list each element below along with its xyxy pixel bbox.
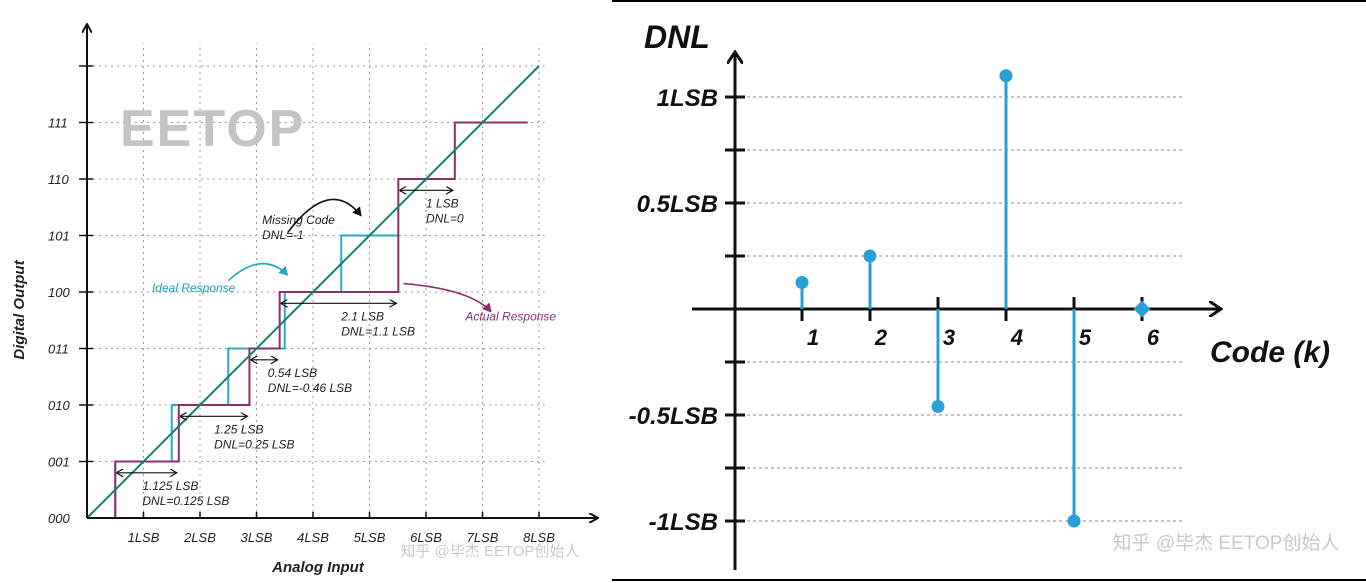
missing-code-arrow	[286, 198, 362, 234]
annotation-line: 1.125 LSB	[142, 479, 198, 493]
panel-divider	[612, 0, 1366, 2]
y-tick-label: 111	[48, 116, 68, 131]
watermark-right: 知乎 @毕杰 EETOP创始人	[1113, 532, 1340, 554]
y-axis-label: DNL	[644, 19, 710, 55]
annotations: 1.125 LSB DNL=0.125 LSB 1.25 LSB DNL=0.25 L…	[117, 190, 556, 508]
x-tick-label: 1LSB	[128, 530, 160, 545]
annotation-label: 1.25 LSB DNL=0.25 LSB	[214, 422, 294, 451]
stem-marker	[795, 276, 809, 289]
watermark-left: 知乎 @毕杰 EETOP创始人	[400, 543, 579, 560]
x-axis-label: Analog Input	[271, 559, 365, 576]
y-tick-label: -1LSB	[649, 509, 718, 536]
y-tick-label: 011	[48, 342, 69, 357]
stems	[795, 69, 1151, 528]
y-axis-label: Digital Output	[11, 259, 28, 359]
y-tick-label: 010	[48, 398, 70, 413]
stem-marker	[1067, 514, 1081, 528]
x-tick-label: 4	[1010, 325, 1023, 350]
eetop-logo: EETOP	[120, 100, 305, 158]
annotation-label: 1 LSB DNL=0	[426, 196, 464, 225]
annotation-line: 0.54 LSB	[268, 366, 317, 380]
x-tick-label: 3LSB	[241, 530, 273, 545]
tick-labels: 1LSB 0.5LSB -0.5LSB -1LSB 1 2 3 4 5 6	[629, 85, 1160, 536]
annotation-label: Actual Response	[464, 309, 556, 323]
y-tick-label: 101	[48, 229, 70, 244]
annotation-line: DNL=-1	[262, 228, 304, 242]
stem-marker	[931, 400, 945, 414]
annotation-line: DNL=0	[426, 211, 464, 225]
panel-divider-bottom	[612, 579, 1366, 581]
grid	[735, 96, 1184, 522]
stem-marker	[863, 249, 877, 263]
tick-labels: 1LSB 2LSB 3LSB 4LSB 5LSB 6LSB 7LSB 8LSB 000 001 01…	[48, 116, 555, 546]
annotation-label: 0.54 LSB DNL=-0.46 LSB	[268, 366, 352, 395]
x-tick-label: 5LSB	[354, 530, 386, 545]
annotation-label: Ideal Response	[152, 281, 236, 295]
y-tick-label: 1LSB	[657, 85, 718, 112]
annotation-line: Ideal Response	[152, 281, 236, 295]
ideal-response-arrow	[227, 262, 289, 282]
y-tick-label: 001	[48, 455, 70, 470]
annotation-line: 1.25 LSB	[214, 422, 263, 436]
axes	[79, 24, 598, 518]
y-tick-label: 0.5LSB	[637, 191, 718, 218]
stem-marker	[999, 69, 1013, 83]
x-tick-label: 1	[807, 325, 819, 350]
annotation-label: 1.125 LSB DNL=0.125 LSB	[142, 479, 229, 508]
dnl-stem-chart: 1LSB 0.5LSB -0.5LSB -1LSB 1 2 3 4 5 6 DNL Code (k…	[629, 19, 1340, 570]
series-line	[86, 65, 540, 519]
x-tick-label: 6LSB	[410, 530, 442, 545]
adc-transfer-chart: EETOP 1LSB 2LSB 3LSB 4LSB 5LSB 6LSB 7LSB 8LSB 00…	[11, 0, 603, 576]
annotation-line: 1 LSB	[426, 196, 459, 210]
annotation-line: Actual Response	[464, 309, 556, 323]
series-layer	[86, 65, 540, 519]
x-axis-label: Code (k)	[1210, 336, 1330, 369]
annotation-label: 2.1 LSB DNL=1.1 LSB	[340, 309, 415, 338]
x-tick-label: 3	[943, 325, 955, 350]
x-tick-label: 5	[1079, 325, 1092, 350]
stem-marker	[1133, 300, 1151, 318]
actual-response-arrow	[403, 282, 492, 313]
y-tick-label: -0.5LSB	[629, 403, 718, 430]
y-tick-label: 000	[48, 511, 70, 526]
annotation-line: 2.1 LSB	[340, 309, 384, 323]
x-tick-label: 2	[874, 325, 888, 350]
x-tick-label: 4LSB	[297, 530, 329, 545]
eetop-logo-text: EETOP	[120, 100, 305, 158]
y-tick-label: 100	[48, 285, 70, 300]
annotation-line: DNL=1.1 LSB	[341, 324, 415, 338]
series-line	[114, 121, 528, 518]
x-tick-label: 8LSB	[523, 530, 555, 545]
x-tick-label: 7LSB	[467, 530, 499, 545]
annotation-label: Missing Code DNL=-1	[262, 213, 335, 242]
x-tick-label: 2LSB	[183, 530, 216, 545]
annotation-line: DNL=0.125 LSB	[142, 494, 229, 508]
annotation-line: DNL=-0.46 LSB	[268, 381, 352, 395]
y-tick-label: 110	[48, 172, 69, 187]
x-tick-label: 6	[1147, 325, 1160, 350]
annotation-line: DNL=0.25 LSB	[214, 437, 294, 451]
